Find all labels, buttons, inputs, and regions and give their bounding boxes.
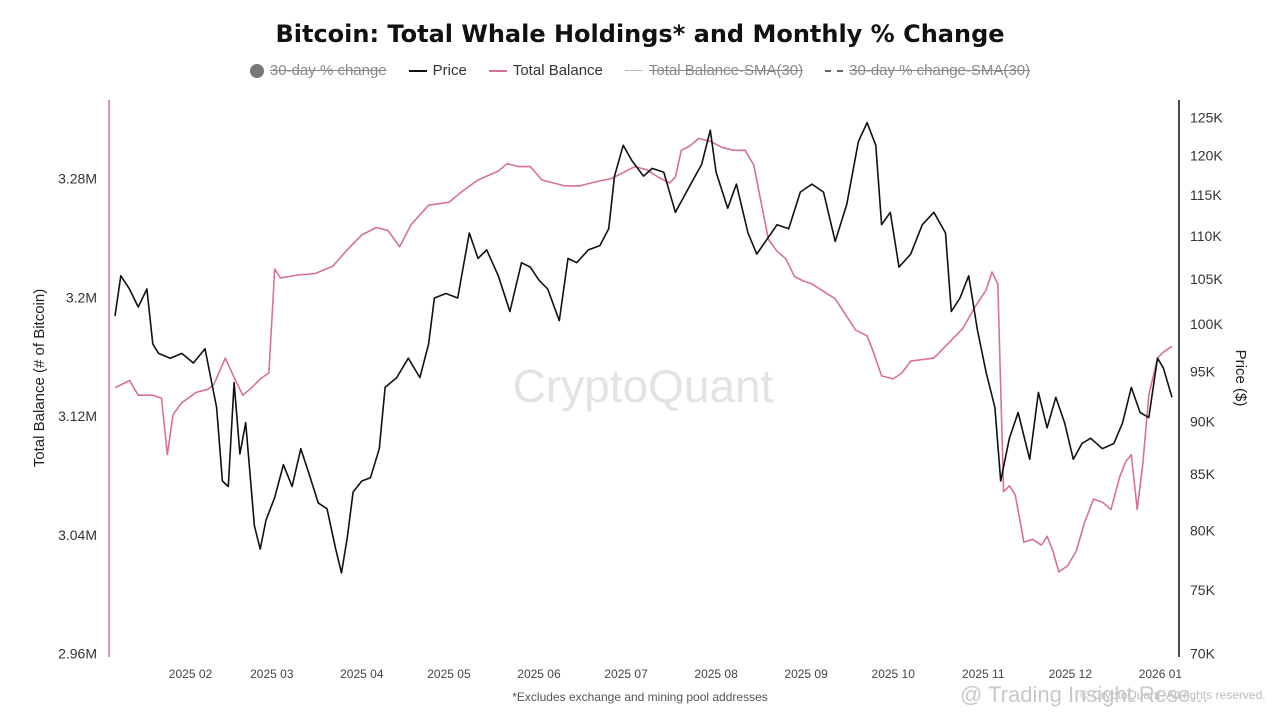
footnote: *Excludes exchange and mining pool addre…: [512, 690, 768, 704]
x-tick-label: 2025 05: [427, 667, 471, 681]
legend-item-price[interactable]: Price: [408, 62, 467, 79]
x-tick-label: 2025 03: [250, 667, 294, 681]
y-axis-right-title: Price ($): [1232, 350, 1249, 407]
legend-line-icon: [488, 69, 507, 72]
series-total-balance-line: [114, 137, 1173, 573]
legend-item-total-balance-sma[interactable]: Total Balance-SMA(30): [624, 62, 804, 79]
y-right-tick-label: 105K: [1190, 271, 1223, 287]
copyright-text: © CryptoQuant. All rights reserved.: [1080, 688, 1266, 702]
y-right-tick-label: 95K: [1190, 363, 1216, 379]
y-left-tick-label: 3.12M: [58, 408, 97, 424]
chart-title: Bitcoin: Total Whale Holdings* and Month…: [275, 20, 1005, 48]
series-price-line: [114, 121, 1173, 574]
x-tick-label: 2025 08: [694, 667, 738, 681]
y-right-tick-label: 115K: [1190, 187, 1222, 203]
x-tick-label: 2025 06: [517, 667, 561, 681]
legend-line-icon: [408, 69, 427, 72]
y-axis-left-title: Total Balance (# of Bitcoin): [31, 289, 48, 467]
x-axis-ticks: 2025 02 2025 03 2025 04 2025 05 2025 06 2025 …: [169, 667, 1183, 681]
legend-label: 30-day % change-SMA(30): [849, 62, 1031, 79]
x-tick-label: 2025 04: [340, 667, 384, 681]
y-right-tick-label: 125K: [1190, 110, 1223, 126]
y-right-tick-label: 85K: [1190, 466, 1216, 482]
legend: 30-day % change Price Total Balance Tota…: [0, 62, 1280, 79]
y-right-tick-label: 120K: [1190, 147, 1223, 163]
legend-label: Price: [432, 62, 467, 79]
x-tick-label: 2026 01: [1139, 667, 1183, 681]
legend-item-30day-change-sma[interactable]: 30-day % change-SMA(30): [825, 62, 1030, 79]
legend-label: Total Balance: [512, 62, 603, 79]
y-right-tick-label: 70K: [1190, 646, 1216, 662]
x-tick-label: 2025 11: [962, 667, 1005, 681]
watermark-text: CryptoQuant: [513, 360, 774, 412]
x-tick-label: 2025 02: [169, 667, 213, 681]
legend-item-total-balance[interactable]: Total Balance: [488, 62, 603, 79]
y-axis-left-ticks: 2.96M 3.04M 3.12M 3.2M 3.28M: [58, 171, 97, 662]
y-right-tick-label: 110K: [1190, 228, 1222, 244]
legend-label: Total Balance-SMA(30): [648, 62, 804, 79]
x-tick-label: 2025 12: [1049, 667, 1093, 681]
legend-dot-icon: [249, 63, 264, 78]
y-left-tick-label: 3.28M: [58, 171, 97, 187]
x-tick-label: 2025 10: [872, 667, 916, 681]
x-tick-label: 2025 09: [784, 667, 828, 681]
y-right-tick-label: 90K: [1190, 413, 1216, 429]
legend-line-icon: [624, 70, 643, 71]
legend-dashed-line-icon: [825, 69, 844, 72]
y-right-tick-label: 80K: [1190, 522, 1216, 538]
y-right-tick-label: 100K: [1190, 316, 1223, 332]
overlay-watermark: @ Trading Insight Rese...: [960, 682, 1209, 707]
y-left-tick-label: 2.96M: [58, 646, 97, 662]
legend-label: 30-day % change: [269, 62, 387, 79]
legend-item-30day-change[interactable]: 30-day % change: [249, 62, 387, 79]
y-axis-right-ticks: 70K 75K 80K 85K 90K 95K 100K 105K 110K 115K 120K 12…: [1190, 110, 1223, 662]
y-right-tick-label: 75K: [1190, 582, 1216, 598]
y-left-tick-label: 3.2M: [66, 289, 97, 305]
x-tick-label: 2025 07: [604, 667, 648, 681]
y-left-tick-label: 3.04M: [58, 527, 97, 543]
